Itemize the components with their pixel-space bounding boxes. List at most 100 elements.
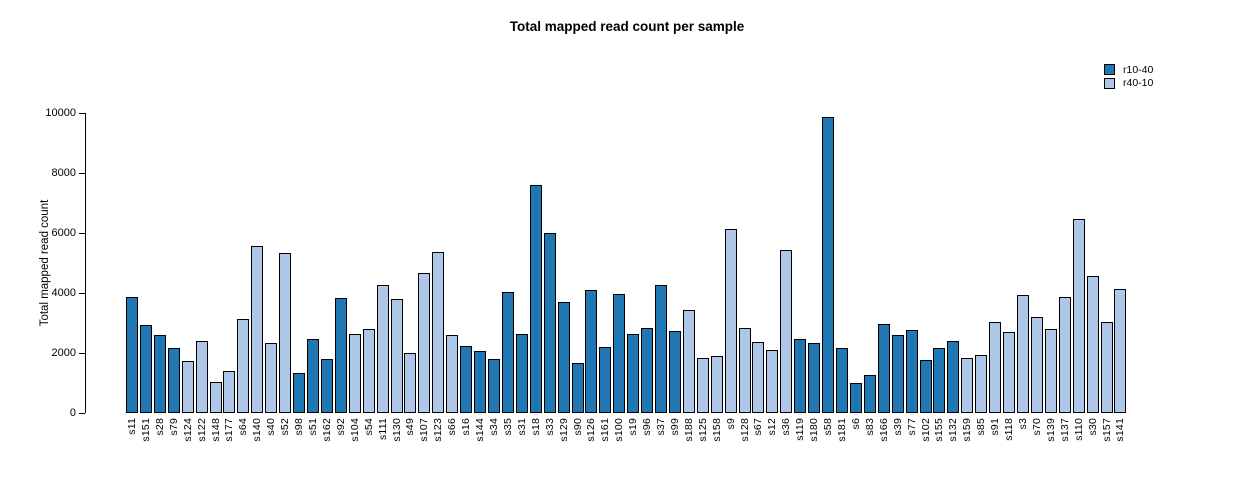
- x-tick-label: s118: [1003, 418, 1016, 441]
- y-axis-line: [85, 113, 86, 413]
- bar-s49: [404, 353, 417, 413]
- bar-s66: [446, 334, 459, 413]
- legend-label: r40-10: [1123, 77, 1154, 90]
- bar-s161: [599, 346, 612, 413]
- x-tick-label: s37: [655, 418, 668, 436]
- bar-column: s85: [975, 113, 988, 436]
- x-tick-label: s100: [613, 418, 626, 442]
- bar-column: s110: [1072, 113, 1085, 441]
- bar-s148: [209, 381, 222, 413]
- legend-swatch-icon: [1104, 77, 1115, 89]
- bar-column: s132: [947, 113, 960, 442]
- bar-column: s158: [710, 113, 723, 442]
- bar-column: s139: [1044, 113, 1057, 442]
- bar-column: s66: [446, 113, 459, 436]
- x-tick-label: s180: [808, 418, 821, 442]
- x-tick-label: s129: [557, 418, 570, 442]
- legend-entry-r10-40: r10-40: [1104, 63, 1153, 77]
- bar-s107: [418, 273, 431, 413]
- bar-column: s54: [362, 113, 375, 436]
- bar-s188: [682, 310, 695, 413]
- x-tick-label: s40: [265, 418, 278, 436]
- x-tick-label: s111: [376, 418, 389, 441]
- bar-column: s99: [668, 113, 681, 436]
- x-tick-label: s3: [1017, 418, 1029, 430]
- x-tick-label: s77: [905, 418, 918, 436]
- x-tick-label: s49: [404, 418, 417, 436]
- x-tick-label: s91: [989, 418, 1002, 436]
- bar-column: s100: [613, 113, 626, 442]
- x-tick-label: s144: [474, 418, 487, 442]
- bar-s166: [877, 323, 890, 413]
- x-tick-label: s132: [947, 418, 960, 442]
- bar-column: s18: [529, 113, 542, 436]
- x-tick-label: s92: [334, 418, 347, 436]
- bar-s77: [905, 329, 918, 413]
- bar-column: s157: [1100, 113, 1113, 442]
- x-tick-label: s9: [724, 418, 737, 430]
- bar-s96: [641, 328, 654, 413]
- x-tick-label: s140: [251, 418, 264, 442]
- bar-s144: [474, 350, 487, 413]
- x-tick-label: s148: [209, 418, 222, 442]
- legend-label: r10-40: [1123, 63, 1154, 76]
- x-tick-label: s104: [348, 418, 361, 442]
- bar-column: s51: [306, 113, 319, 436]
- bar-column: s122: [195, 113, 208, 442]
- bar-s180: [808, 343, 821, 413]
- y-tick-label: 0: [69, 407, 76, 419]
- x-tick-label: s151: [139, 418, 152, 442]
- x-tick-label: s28: [153, 418, 166, 436]
- bar-column: s137: [1058, 113, 1071, 442]
- bar-column: s161: [599, 113, 612, 442]
- bar-column: s126: [585, 113, 598, 442]
- x-tick-label: s124: [181, 418, 194, 442]
- bar-column: s155: [933, 113, 946, 442]
- bar-s79: [167, 348, 180, 413]
- bar-s67: [752, 341, 765, 413]
- bar-s125: [696, 357, 709, 413]
- x-tick-label: s128: [738, 418, 751, 442]
- bar-column: s36: [780, 113, 793, 436]
- bar-s33: [543, 233, 556, 413]
- x-tick-label: s159: [961, 418, 974, 442]
- x-tick-label: s155: [933, 418, 946, 442]
- bar-column: s35: [501, 113, 514, 436]
- bar-s83: [863, 374, 876, 413]
- x-tick-label: s19: [627, 418, 640, 436]
- bar-s141: [1114, 289, 1127, 413]
- y-tick-mark: [79, 353, 85, 354]
- x-tick-label: s110: [1072, 418, 1085, 441]
- bar-s9: [724, 229, 737, 413]
- bar-column: s123: [432, 113, 445, 442]
- y-tick-label: 8000: [51, 167, 76, 179]
- bar-s158: [710, 355, 723, 413]
- bar-column: s166: [877, 113, 890, 442]
- bar-column: s70: [1030, 113, 1043, 436]
- bar-column: s90: [571, 113, 584, 436]
- y-tick-label: 6000: [51, 227, 76, 239]
- bar-column: s49: [404, 113, 417, 436]
- bar-column: s6: [849, 113, 862, 430]
- bar-column: s37: [655, 113, 668, 436]
- bar-column: s12: [766, 113, 779, 436]
- x-tick-label: s12: [766, 418, 779, 436]
- x-tick-label: s52: [279, 418, 292, 436]
- bar-column: s96: [641, 113, 654, 436]
- y-tick-mark: [79, 173, 85, 174]
- bar-s98: [293, 372, 306, 413]
- x-tick-label: s162: [320, 418, 333, 442]
- bar-column: s111: [376, 113, 389, 440]
- x-tick-label: s36: [780, 418, 793, 436]
- x-tick-label: s31: [515, 418, 528, 436]
- bar-s151: [139, 324, 152, 413]
- bar-s119: [794, 338, 807, 413]
- bar-s104: [348, 334, 361, 413]
- bar-column: s52: [279, 113, 292, 436]
- bar-s123: [432, 252, 445, 413]
- bar-s19: [627, 334, 640, 413]
- legend-entry-r40-10: r40-10: [1104, 77, 1153, 91]
- bar-column: s33: [543, 113, 556, 436]
- y-axis-label: Total mapped read count: [39, 199, 51, 327]
